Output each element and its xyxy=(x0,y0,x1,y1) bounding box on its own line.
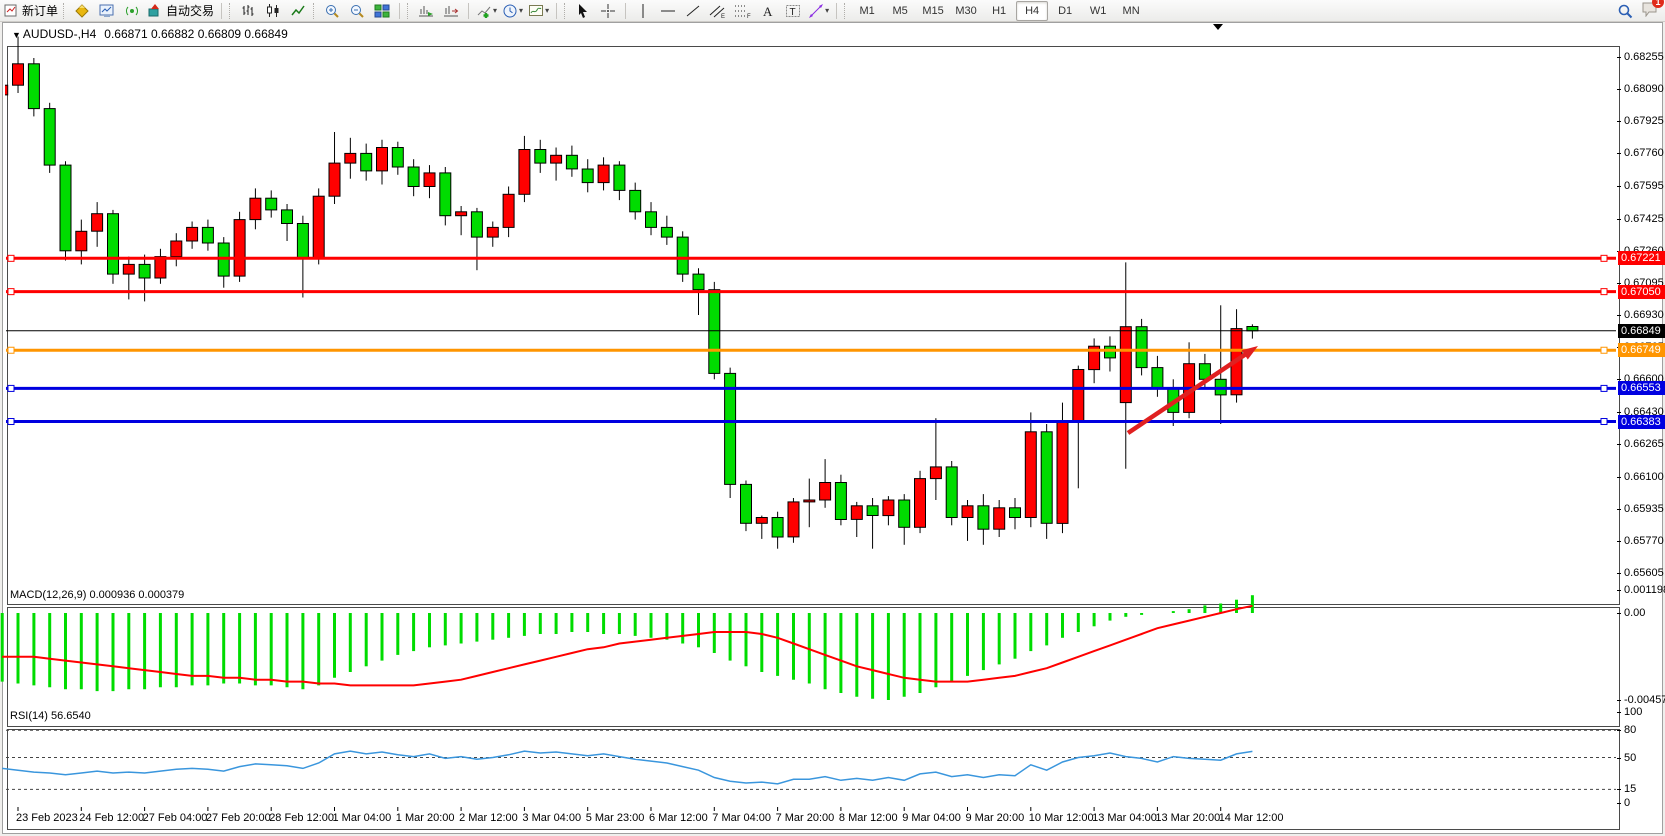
bar-chart-icon[interactable] xyxy=(236,1,260,21)
zoom-out-icon[interactable] xyxy=(345,1,369,21)
crosshair-icon[interactable] xyxy=(596,1,620,21)
tab-timeframe-m5[interactable]: M5 xyxy=(892,4,908,17)
equidistant-channel-icon[interactable]: E xyxy=(706,1,730,21)
notification-badge: 1 xyxy=(1652,0,1664,8)
gold-diamond-icon[interactable] xyxy=(70,1,94,21)
tab-timeframe-h1[interactable]: H1 xyxy=(992,4,1007,17)
line-chart-icon[interactable] xyxy=(286,1,310,21)
tab-timeframe-m30[interactable]: M30 xyxy=(955,4,977,17)
auto-trading-label: 自动交易 xyxy=(166,4,215,18)
text-icon[interactable]: A xyxy=(756,1,780,21)
search-icon[interactable] xyxy=(1613,1,1637,21)
chart-shift-icon[interactable] xyxy=(439,1,463,21)
tab-timeframe-w1[interactable]: W1 xyxy=(1089,4,1107,17)
chat-icon xyxy=(1641,2,1659,20)
templates-icon xyxy=(528,3,544,19)
new-order-button[interactable]: 新订单 xyxy=(2,1,60,21)
templates-button[interactable]: ▾ xyxy=(526,1,551,21)
signal-icon[interactable] xyxy=(120,1,144,21)
symbol-title: AUDUSD-,H4 xyxy=(22,27,97,41)
toolbar: 新订单 自动交易 ▾ ▾ ▾ E F A T ▾ xyxy=(0,0,1665,22)
svg-text:E: E xyxy=(721,14,725,19)
vertical-line-icon[interactable] xyxy=(631,1,655,21)
candlestick-chart-icon[interactable] xyxy=(261,1,285,21)
periods-button[interactable]: ▾ xyxy=(500,1,525,21)
market-watch-icon[interactable] xyxy=(95,1,119,21)
trendline-icon[interactable] xyxy=(681,1,705,21)
svg-text:F: F xyxy=(747,14,751,19)
tab-timeframe-m15[interactable]: M15 xyxy=(922,4,944,17)
ohlc-readout: 0.66871 0.66882 0.66809 0.66849 xyxy=(104,27,288,41)
auto-scroll-icon[interactable] xyxy=(414,1,438,21)
fibonacci-icon[interactable]: F xyxy=(731,1,755,21)
macd-indicator-label: MACD(12,26,9) 0.000936 0.000379 xyxy=(10,589,185,601)
periods-icon xyxy=(502,3,518,19)
notifications-button[interactable]: 1 xyxy=(1641,0,1664,20)
zoom-in-icon[interactable] xyxy=(320,1,344,21)
time-axis[interactable] xyxy=(7,830,1620,836)
indicators-button[interactable]: ▾ xyxy=(474,1,499,21)
indicators-icon xyxy=(476,3,492,19)
tab-timeframe-m1[interactable]: M1 xyxy=(859,4,875,17)
rsi-pane[interactable] xyxy=(7,729,1620,830)
tab-timeframe-h4[interactable]: H4 xyxy=(1016,0,1049,21)
tab-timeframe-mn[interactable]: MN xyxy=(1122,4,1140,17)
tile-windows-icon[interactable] xyxy=(370,1,394,21)
new-order-label: 新订单 xyxy=(22,4,59,18)
symbol-menu-icon[interactable]: ▼ xyxy=(12,30,21,40)
cursor-icon[interactable] xyxy=(571,1,595,21)
chart-window xyxy=(2,22,1663,834)
new-order-icon xyxy=(4,3,19,18)
arrows-button[interactable]: ▾ xyxy=(806,1,831,21)
main-chart-pane[interactable] xyxy=(7,46,1620,605)
horizontal-line-icon[interactable] xyxy=(656,1,680,21)
rsi-indicator-label: RSI(14) 56.6540 xyxy=(10,710,91,722)
auto-trading-button[interactable]: 自动交易 xyxy=(145,1,216,21)
svg-text:T: T xyxy=(790,7,796,18)
macd-pane[interactable] xyxy=(7,607,1620,727)
svg-text:A: A xyxy=(763,4,773,19)
tab-timeframe-d1[interactable]: D1 xyxy=(1058,4,1073,17)
auto-trading-icon xyxy=(147,3,163,19)
arrows-icon xyxy=(808,3,824,19)
text-label-icon[interactable]: T xyxy=(781,1,805,21)
chart-title: ▼ AUDUSD-,H4 0.66871 0.66882 0.66809 0.66… xyxy=(12,27,288,41)
